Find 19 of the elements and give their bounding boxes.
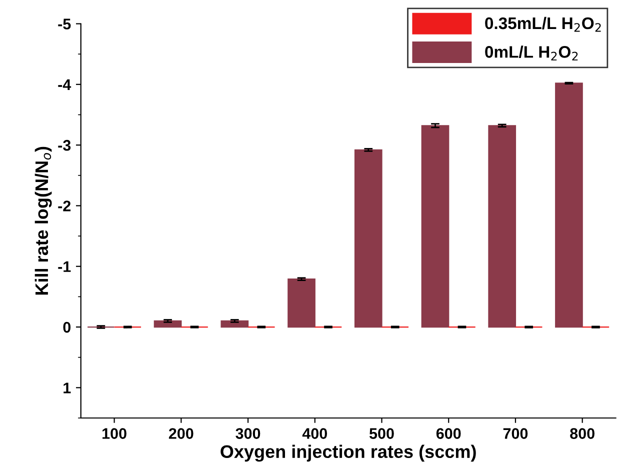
y-tick-label: -1 [58, 261, 71, 272]
legend-label: 0.35mL/L H$_{2}$O$_{2}$ [485, 16, 601, 32]
x-tick-label: 400 [302, 428, 328, 439]
x-tick-label: 700 [503, 428, 528, 439]
y-tick-label: 1 [64, 382, 71, 394]
y-tick-label: -4 [58, 79, 72, 90]
x-tick-label: 600 [436, 428, 461, 439]
y-tick-label: -5 [58, 18, 71, 30]
x-tick-label: 800 [570, 428, 594, 439]
y-tick-label: -3 [58, 140, 71, 151]
x-tick-label: 100 [102, 428, 126, 439]
y-axis-title: Kill rate log(N/N$_{o}$) [34, 146, 52, 295]
x-axis-title: Oxygen injection rates (sccm) [220, 444, 476, 462]
y-tick-label: 0 [63, 322, 71, 333]
x-tick-label: 200 [168, 428, 194, 439]
x-tick-label: 500 [369, 428, 394, 439]
y-tick-label: -2 [58, 200, 71, 212]
legend-label: 0mL/L H$_{2}$O$_{2}$ [485, 46, 578, 60]
x-tick-label: 300 [236, 428, 260, 439]
